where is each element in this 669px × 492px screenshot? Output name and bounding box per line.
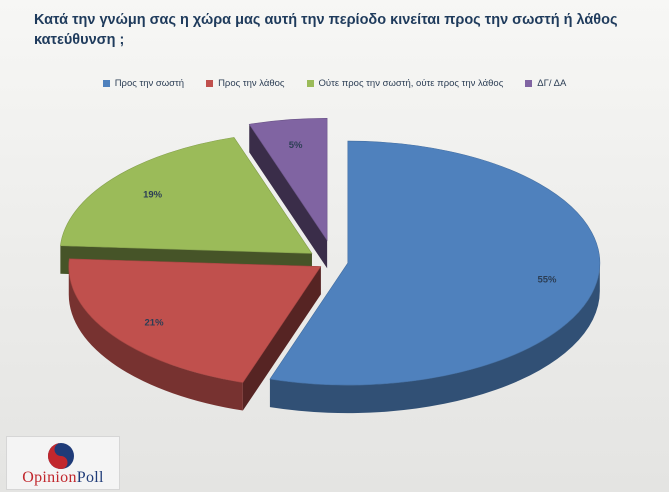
- data-label-0: 55%: [537, 274, 557, 285]
- chart-legend: Προς την σωστή Προς την λάθος Ούτε προς τη…: [0, 76, 669, 90]
- slice-1-outer-wall-0: [68, 266, 243, 411]
- legend-label-1: Προς την λάθος: [218, 77, 285, 89]
- slice-1-wall-0: [242, 266, 321, 411]
- legend-swatch-2: [306, 79, 314, 87]
- logo-circle-icon: [48, 443, 74, 469]
- pie-slice-3: [248, 117, 328, 242]
- legend-item-3: ΔΓ/ ΔΑ: [525, 76, 566, 90]
- legend-item-0: Προς την σωστή: [102, 76, 185, 90]
- legend-swatch-3: [525, 79, 533, 87]
- logo-text: OpinionPoll: [22, 469, 104, 486]
- chart-title: Κατά την γνώμη σας η χώρα μας αυτή την π…: [34, 12, 618, 48]
- pie-slice-2: [60, 137, 313, 254]
- legend-item-1: Προς την λάθος: [206, 76, 285, 90]
- legend-label-0: Προς την σωστή: [114, 77, 185, 89]
- data-label-1: 21%: [145, 317, 165, 328]
- pie-slice-1: [68, 258, 322, 383]
- legend-item-2: Ούτε προς την σωστή, ούτε προς την λάθος: [306, 76, 504, 90]
- data-label-3: 5%: [289, 140, 303, 151]
- slice-0-outer-wall-0: [269, 263, 600, 414]
- pie-slice-0: [269, 140, 601, 386]
- data-label-2: 19%: [143, 190, 163, 201]
- legend-label-2: Ούτε προς την σωστή, ούτε προς την λάθος: [318, 77, 504, 89]
- legend-swatch-1: [206, 79, 214, 87]
- legend-label-3: ΔΓ/ ΔΑ: [537, 77, 567, 89]
- opinionpoll-logo: OpinionPoll: [6, 436, 120, 490]
- legend-swatch-0: [102, 79, 110, 87]
- slice-3-wall-0: [249, 124, 328, 269]
